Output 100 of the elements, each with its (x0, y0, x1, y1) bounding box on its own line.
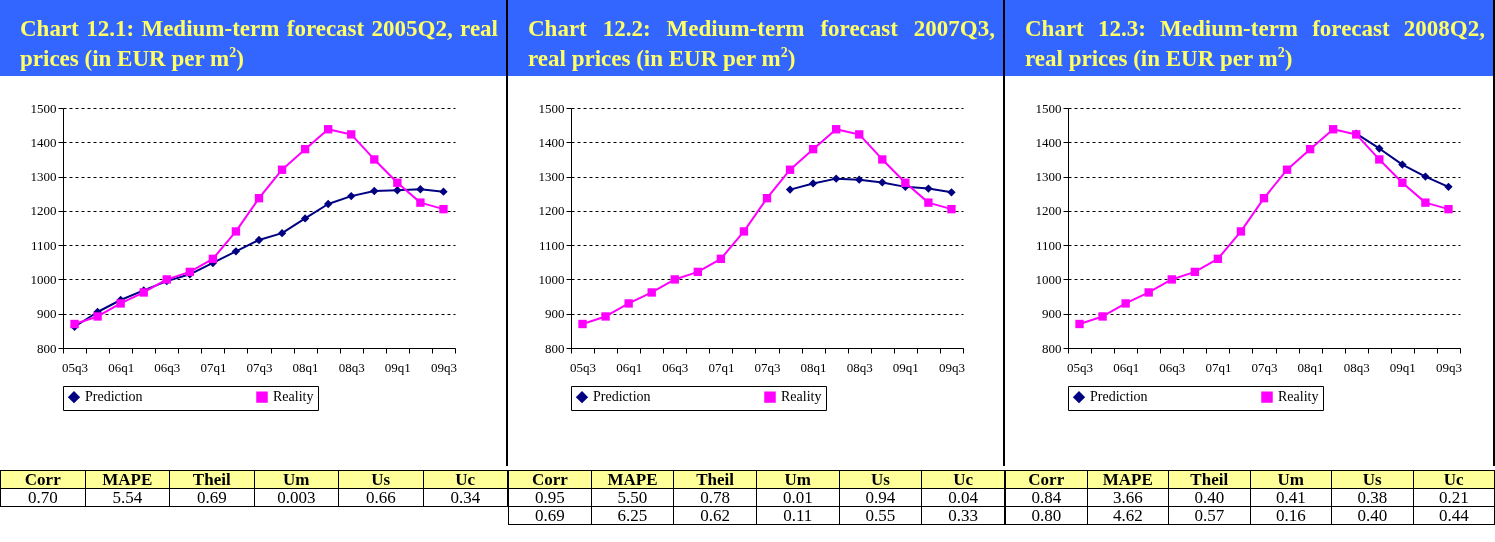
point (670, 275, 679, 284)
legend-label: Reality (273, 389, 314, 405)
point (785, 185, 795, 194)
point (300, 144, 310, 154)
text: 4.62 (1087, 506, 1169, 525)
point (93, 312, 102, 321)
point (1398, 178, 1407, 187)
point (1190, 267, 1200, 277)
text: 5.50 (591, 488, 674, 507)
category-label: Us (839, 470, 922, 489)
point (947, 204, 956, 214)
x-tick-label: 05q3 (570, 359, 597, 375)
chart-title: Chart 12.2: Medium-term forecast 2007Q3, real prices (in EUR per m$^{2}$) (508, 0, 1003, 76)
x-tick-label: 07q3 (754, 359, 781, 375)
point (924, 184, 933, 193)
text: 0.66 (338, 488, 423, 507)
point (1444, 204, 1453, 214)
x-tick-label: 06q1 (616, 359, 643, 375)
y-tick-label: 900 (545, 306, 565, 322)
text: 0.41 (1250, 488, 1332, 507)
category-label: Us (338, 470, 423, 489)
category-label: Us (1331, 470, 1413, 489)
y-tick-label: 1200 (538, 203, 565, 219)
point (924, 198, 933, 207)
y-tick-label: 800 (1042, 340, 1062, 356)
point (277, 165, 287, 174)
point (878, 178, 887, 187)
point (831, 125, 841, 134)
category-label: Um (254, 470, 339, 489)
point (947, 188, 956, 197)
x-tick-label: 07q3 (246, 359, 273, 375)
text: 0.57 (1168, 506, 1250, 525)
point (323, 199, 333, 209)
text: 6.25 (591, 506, 674, 525)
y-tick-label: 1200 (30, 203, 57, 219)
x-tick-label: 05q3 (62, 359, 89, 375)
y-tick-label: 1100 (30, 237, 57, 253)
text: 0.69 (508, 506, 592, 525)
chart-title: Chart 12.3: Medium-term forecast 2008Q2, real prices (in EUR per m$^{2}$) (1005, 0, 1493, 76)
y-tick-label: 1200 (1035, 203, 1062, 219)
y-tick-label: 1000 (1035, 271, 1062, 287)
x-tick-label: 09q3 (1435, 359, 1462, 375)
y-tick-label: 800 (545, 340, 565, 356)
point (578, 319, 587, 329)
x-tick-label: 08q1 (1297, 359, 1324, 375)
point (1259, 193, 1269, 203)
point (693, 267, 703, 277)
point (416, 185, 425, 194)
point (231, 227, 241, 236)
category-label: Theil (1168, 470, 1250, 489)
point (624, 299, 633, 308)
x-tick-label: 07q1 (708, 359, 735, 375)
point (1213, 254, 1223, 264)
text: 0.70 (0, 488, 85, 507)
category-label: Um (1250, 470, 1332, 489)
category-label: Um (756, 470, 840, 489)
point (601, 312, 610, 321)
point (347, 191, 356, 201)
x-tick-label: 09q1 (892, 359, 919, 375)
point (323, 125, 333, 134)
text: 0.40 (1168, 488, 1250, 507)
chart-title: Chart 12.1: Medium-term forecast 2005Q2, real prices (in EUR per m$^{2}$) (0, 0, 506, 76)
point (254, 235, 264, 245)
y-tick-label: 1500 (1035, 100, 1062, 116)
y-tick-label: 1400 (30, 134, 57, 150)
x-tick-label: 06q3 (154, 359, 181, 375)
point (1121, 299, 1130, 308)
point (116, 299, 125, 308)
point (1282, 165, 1292, 174)
point (901, 178, 910, 187)
point (370, 186, 379, 196)
point (300, 214, 310, 223)
x-tick-label: 08q3 (846, 359, 873, 375)
point (393, 186, 402, 195)
point (785, 165, 795, 174)
text: 0.38 (1331, 488, 1413, 507)
category-label: MAPE (85, 470, 170, 489)
legend-label: Reality (781, 389, 822, 405)
text: 0.95 (508, 488, 592, 507)
x-tick-label: 09q1 (1389, 359, 1416, 375)
point (808, 179, 818, 188)
y-tick-label: 1300 (538, 169, 565, 185)
point (808, 144, 818, 154)
text: 0.33 (921, 506, 1005, 525)
y-tick-label: 1100 (1035, 237, 1062, 253)
text: 0.34 (423, 488, 508, 507)
point (647, 288, 656, 297)
text: 0.62 (673, 506, 757, 525)
category-label: Theil (673, 470, 757, 489)
y-tick-label: 1300 (1035, 169, 1062, 185)
point (1144, 288, 1153, 297)
point (1098, 312, 1107, 321)
x-tick-label: 06q1 (108, 359, 135, 375)
text: 0.84 (1005, 488, 1087, 507)
point (277, 228, 287, 238)
text: 5.54 (85, 488, 170, 507)
point (739, 227, 749, 236)
point (1421, 198, 1430, 207)
x-tick-label: 09q3 (430, 359, 457, 375)
category-label: MAPE (1087, 470, 1169, 489)
